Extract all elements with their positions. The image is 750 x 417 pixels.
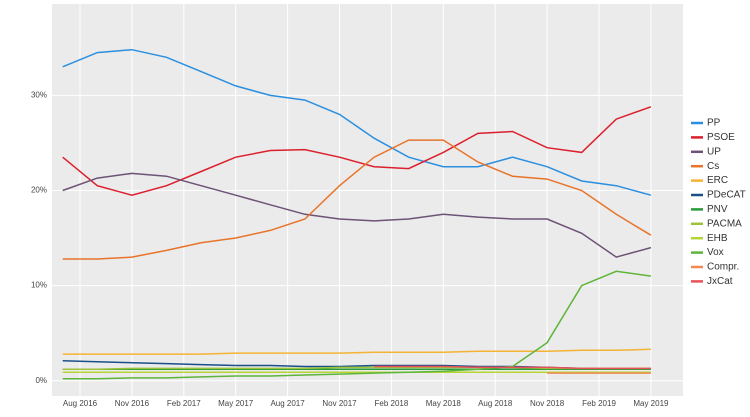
x-tick-label: Feb 2017 — [167, 399, 201, 408]
y-tick-label: 10% — [31, 281, 47, 290]
legend-label: UP — [707, 146, 721, 157]
x-tick-label: Aug 2017 — [270, 399, 305, 408]
legend-label: PSOE — [707, 132, 735, 143]
legend-label: Cs — [707, 161, 719, 172]
trend-line — [62, 348, 651, 355]
x-tick-label: Aug 2016 — [63, 399, 98, 408]
legend-label: Vox — [707, 247, 724, 258]
legend-label: PACMA — [707, 218, 742, 229]
x-tick-label: Feb 2018 — [374, 399, 408, 408]
x-tick-label: Nov 2017 — [322, 399, 357, 408]
legend-label: PP — [707, 118, 721, 129]
legend-label: EHB — [707, 233, 728, 244]
x-tick-label: Aug 2018 — [478, 399, 513, 408]
trend-line — [62, 270, 652, 380]
trend-line — [62, 366, 651, 371]
x-tick-label: Feb 2019 — [582, 399, 616, 408]
trend-line — [62, 106, 652, 196]
legend-label: PNV — [707, 204, 728, 215]
x-tick-label: Nov 2018 — [530, 399, 565, 408]
plot-background — [52, 4, 683, 396]
y-tick-label: 0% — [35, 376, 47, 385]
trend-line — [374, 365, 651, 370]
y-tick-label: 20% — [31, 186, 47, 195]
legend-label: PDeCAT — [707, 190, 746, 201]
x-tick-label: May 2017 — [218, 399, 254, 408]
legend: PP PSOE UP Cs ERC PDeCAT PNV PACMA EHB Vox Compr. J… — [691, 118, 746, 287]
x-tick-label: May 2019 — [633, 399, 669, 408]
y-tick-label: 30% — [31, 90, 47, 99]
legend-label: JxCat — [707, 276, 733, 287]
trend-line — [62, 139, 652, 260]
x-tick-label: May 2018 — [426, 399, 462, 408]
legend-label: Compr. — [707, 262, 739, 273]
trend-line — [62, 172, 652, 258]
x-tick-label: Nov 2016 — [115, 399, 150, 408]
legend-label: ERC — [707, 175, 728, 186]
trend-line — [62, 48, 652, 196]
